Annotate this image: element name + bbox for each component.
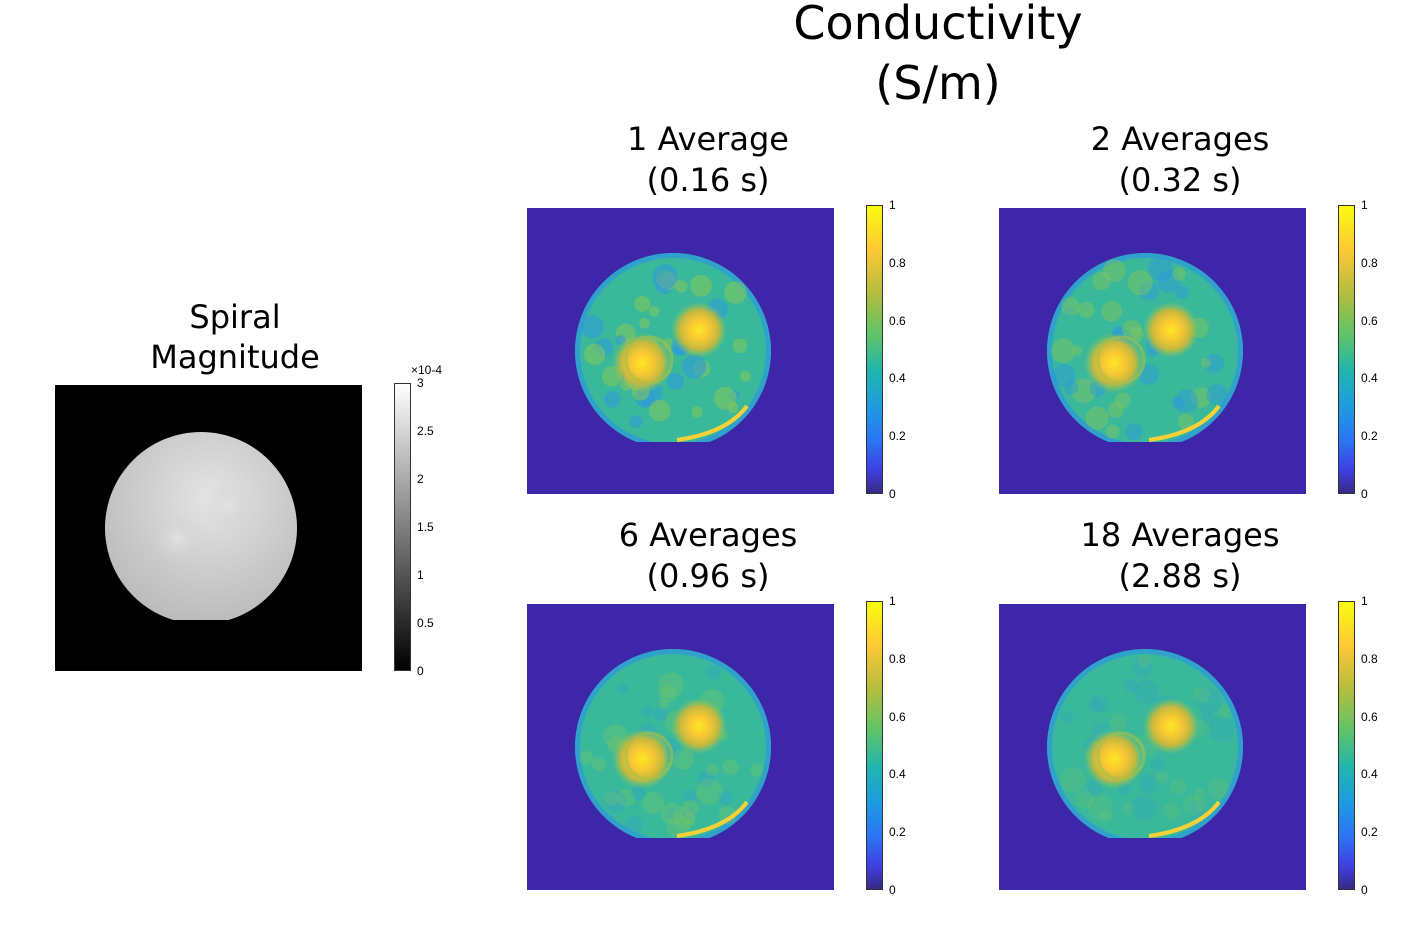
colorbar-tick-label: 0.6 [889,709,906,724]
colorbar-exponent: ×10-4 [411,363,443,377]
magnitude-title-line2: Magnitude [150,338,320,376]
panel-title-line1: 1 Average [627,120,789,158]
figure-title-line1: Conductivity [793,0,1083,50]
inclusion-lower [1084,333,1144,393]
figure-title-line2: (S/m) [875,56,1001,110]
colorbar-tick-label: 0.8 [1361,255,1378,270]
inclusion-upper [671,698,727,754]
panel-title-line1: 18 Averages [1080,516,1280,554]
colorbar-tick-label: 0.4 [889,371,906,386]
colorbar-tick-label: 0.2 [889,825,906,840]
colorbar-tick-label: 0.2 [1361,825,1378,840]
colorbar-tick-label: 1.5 [417,520,434,534]
magnitude-title-line1: Spiral [189,298,281,336]
inclusion-lower [1084,729,1144,789]
conductivity-colorbar [1338,601,1355,890]
colorbar-tick-label: 0.6 [1361,313,1378,328]
inclusion-lower [612,729,672,789]
panel-title-line2: (0.96 s) [646,557,770,595]
panel-title-line1: 6 Averages [618,516,798,554]
colorbar-tick-label: 0.5 [417,616,434,630]
conductivity-map [999,208,1306,494]
colorbar-tick-label: 1 [417,568,424,582]
colorbar-tick-label: 0 [1361,883,1368,897]
colorbar-tick-label: 0.2 [1361,429,1378,444]
inclusion-upper [1143,698,1199,754]
colorbar-tick-label: 0 [1361,487,1368,501]
colorbar-tick-label: 0.6 [889,313,906,328]
conductivity-map [527,208,834,494]
colorbar-tick-label: 1 [1361,594,1368,608]
conductivity-map [527,604,834,890]
colorbar-tick-label: 0.6 [1361,709,1378,724]
colorbar-tick-label: 3 [417,376,424,390]
colorbar-tick-label: 2.5 [417,424,434,438]
conductivity-colorbar [866,205,883,494]
panel-title-line2: (2.88 s) [1118,557,1242,595]
phantom-disc [105,432,297,624]
inclusion-upper [671,302,727,358]
conductivity-colorbar [866,601,883,890]
colorbar-tick-label: 0.8 [889,255,906,270]
inclusion-upper [1143,302,1199,358]
inclusion-lower [612,333,672,393]
magnitude-image [55,385,362,671]
colorbar-tick-label: 0.4 [1361,767,1378,782]
panel-title-line2: (0.32 s) [1118,161,1242,199]
colorbar-tick-label: 0.8 [1361,651,1378,666]
colorbar-tick-label: 2 [417,472,424,486]
magnitude-colorbar [394,383,411,671]
colorbar-tick-label: 0 [889,883,896,897]
colorbar-tick-label: 0.4 [889,767,906,782]
colorbar-tick-label: 0 [889,487,896,501]
colorbar-tick-label: 0.4 [1361,371,1378,386]
colorbar-tick-label: 1 [889,594,896,608]
conductivity-map [999,604,1306,890]
colorbar-tick-label: 0.2 [889,429,906,444]
colorbar-tick-label: 0 [417,664,424,678]
colorbar-tick-label: 1 [889,198,896,212]
panel-title-line2: (0.16 s) [646,161,770,199]
colorbar-tick-label: 0.8 [889,651,906,666]
conductivity-colorbar [1338,205,1355,494]
panel-title-line1: 2 Averages [1090,120,1270,158]
colorbar-tick-label: 1 [1361,198,1368,212]
